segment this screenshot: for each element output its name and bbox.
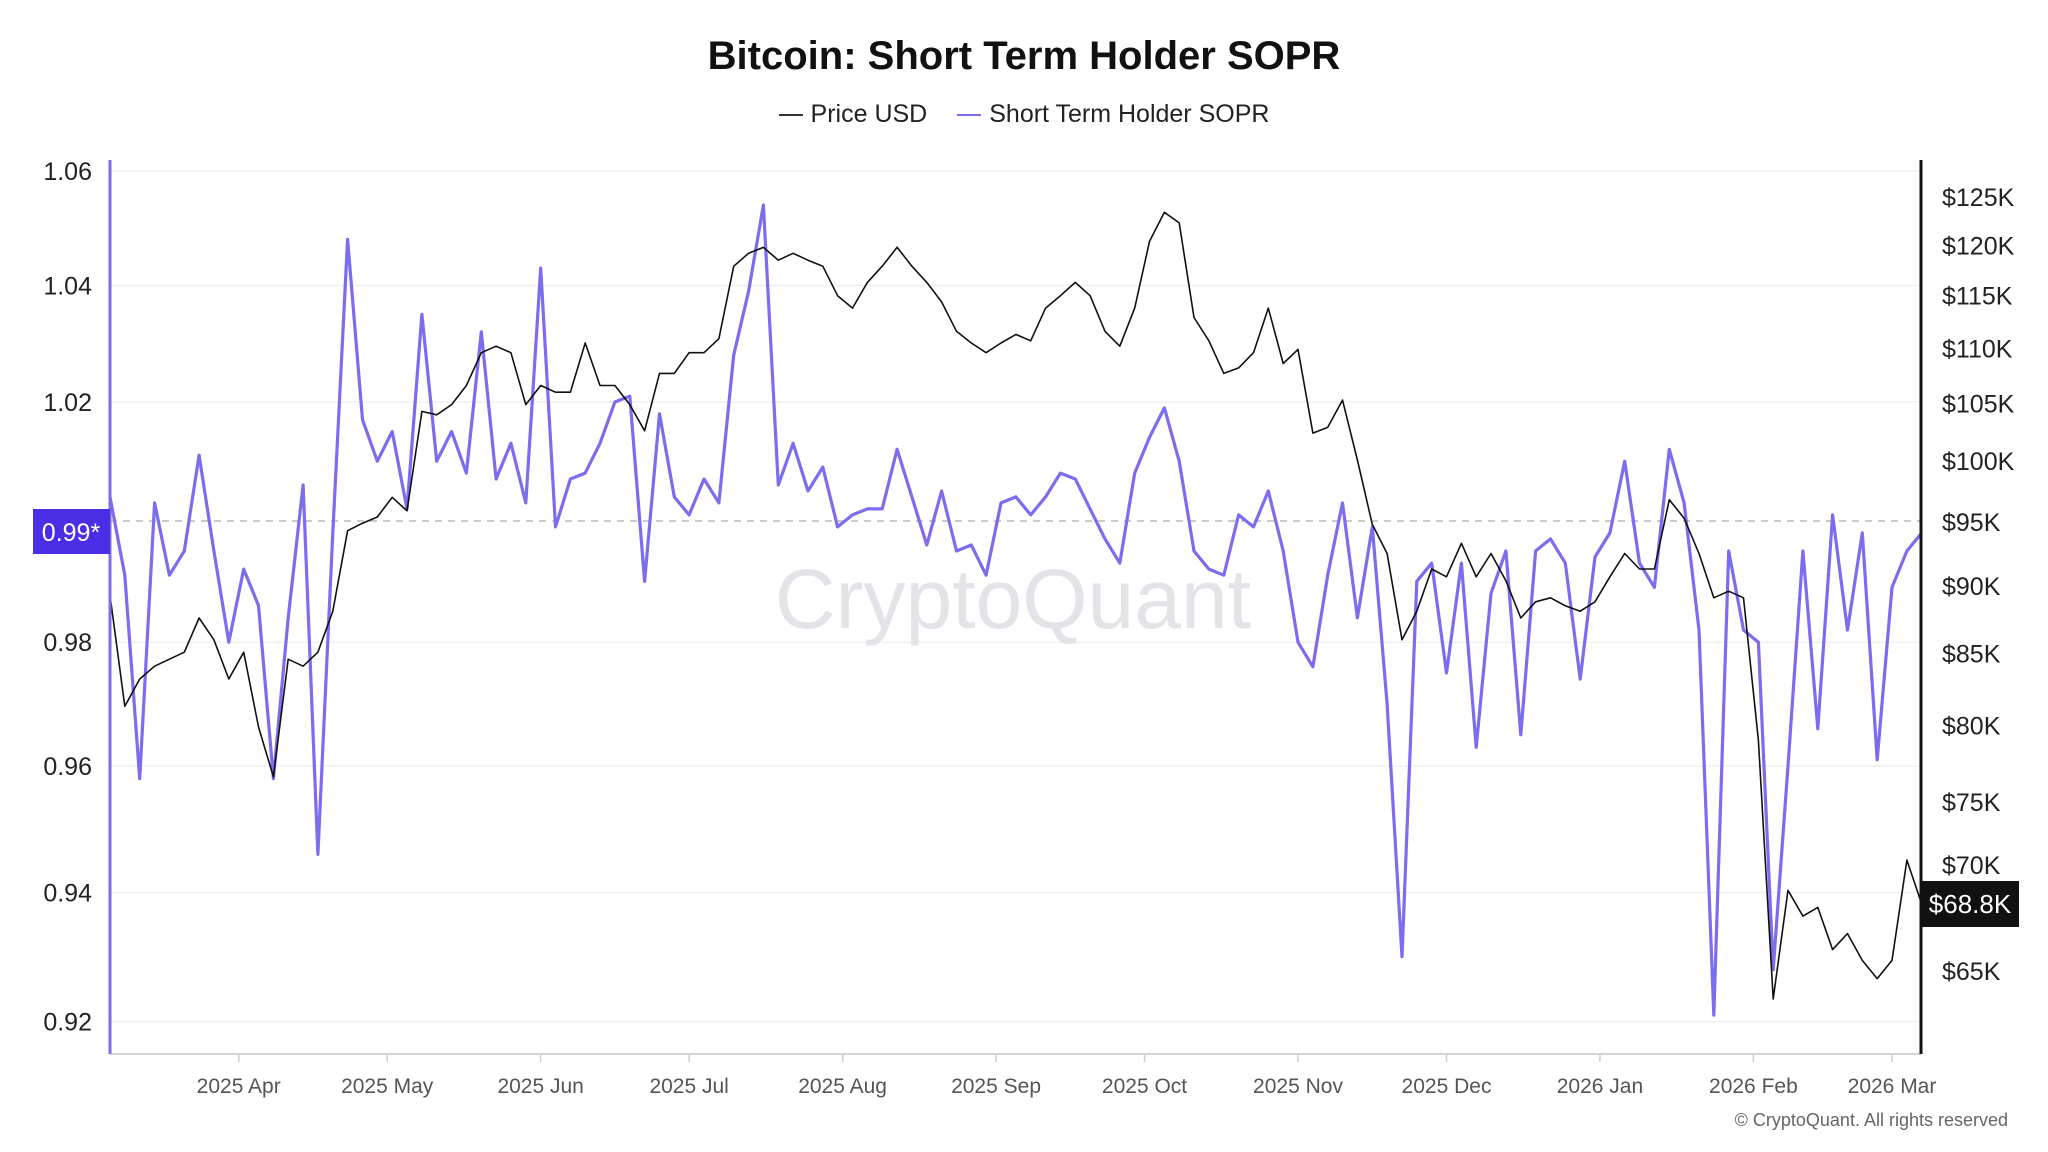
legend-label-sopr: Short Term Holder SOPR [989,100,1270,128]
y2-tick-label: $120K [1942,232,2015,260]
y2-tick-label: $65K [1942,958,2001,986]
y2-tick-label: $90K [1942,573,2001,601]
y2-tick-label: $75K [1942,789,2001,817]
x-tick-label: 2025 Apr [197,1075,281,1098]
chart-title: Bitcoin: Short Term Holder SOPR [707,34,1341,78]
x-tick-label: 2025 Jun [497,1075,583,1098]
watermark: CryptoQuant [775,552,1251,646]
x-tick-label: 2025 Jul [649,1075,728,1098]
y-tick-label: 0.96 [43,753,92,781]
legend-item-sopr[interactable]: Short Term Holder SOPR [957,100,1269,129]
y2-tick-label: $85K [1942,641,2001,669]
y-tick-label: 1.06 [43,158,92,186]
x-tick-label: 2025 Aug [798,1075,887,1098]
sopr-line [108,203,1923,1017]
x-tick-label: 2026 Feb [1709,1075,1798,1098]
y2-tick-label: $100K [1942,448,2015,476]
y-tick-label: 0.92 [43,1009,92,1037]
axes [108,160,1923,1062]
x-tick-label: 2025 Sep [951,1075,1041,1098]
y2-tick-label: $70K [1942,852,2001,880]
series-lines [108,203,1923,1017]
x-tick-label: 2026 Mar [1848,1075,1937,1098]
y2-tick-label: $110K [1942,335,2013,363]
sopr-swatch [957,113,982,116]
y-tick-label: 1.04 [43,272,92,300]
y2-tick-label: $105K [1942,390,2015,418]
y2-tick-label: $125K [1942,184,2015,212]
x-tick-label: 2025 Dec [1402,1075,1492,1098]
price-line [109,211,1923,1000]
x-tick-label: 2025 Nov [1253,1075,1343,1098]
y2-tick-label: $115K [1942,283,2013,311]
price-current-badge [1922,881,2019,927]
x-tick-label: 2025 Oct [1102,1075,1187,1098]
y2-tick-label: $80K [1942,712,2001,740]
legend: Price USD Short Term Holder SOPR [0,100,2048,129]
grid [110,170,1921,1023]
legend-label-price: Price USD [810,100,928,128]
y-tick-label: 1.02 [43,389,92,417]
y-tick-label: 0.94 [43,879,92,907]
x-tick-label: 2026 Jan [1557,1075,1643,1098]
legend-item-price[interactable]: Price USD [778,100,928,129]
x-tick-label: 2025 May [341,1075,434,1098]
y-tick-label: 0.98 [43,629,92,657]
price-current-label: $68.8K [1929,889,2012,919]
sopr-current-badge [33,509,110,554]
y2-tick-label: $95K [1942,509,2001,537]
tick-labels: 1.06 1.04 1.02 0.98 0.96 0.94 0.92 $125K $120K $1… [43,158,2014,1098]
price-swatch [778,113,803,116]
sopr-current-label: 0.99* [42,519,101,547]
copyright: © CryptoQuant. All rights reserved [1734,1110,2008,1130]
